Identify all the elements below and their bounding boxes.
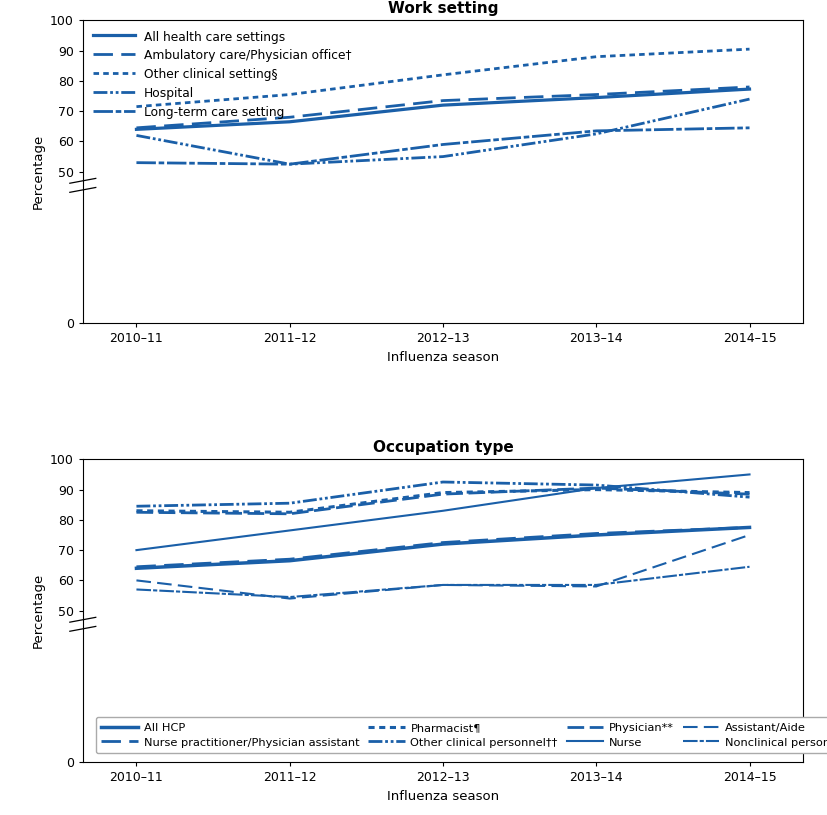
X-axis label: Influenza season: Influenza season <box>386 790 499 803</box>
Legend: All health care settings, Ambulatory care/Physician office†, Other clinical sett: All health care settings, Ambulatory car… <box>88 26 355 123</box>
Title: Work setting: Work setting <box>387 2 498 16</box>
Y-axis label: Percentage: Percentage <box>31 134 45 209</box>
Title: Occupation type: Occupation type <box>372 440 513 456</box>
Y-axis label: Percentage: Percentage <box>31 573 45 648</box>
X-axis label: Influenza season: Influenza season <box>386 350 499 363</box>
Legend: All HCP, Nurse practitioner/Physician assistant, Pharmacist¶, Other clinical per: All HCP, Nurse practitioner/Physician as… <box>96 716 827 753</box>
